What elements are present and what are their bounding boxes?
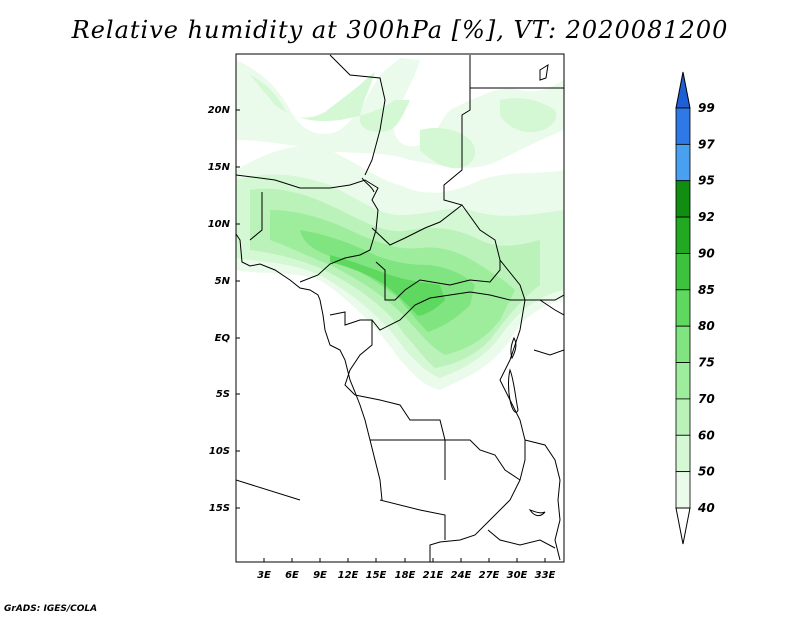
colorbar-label: 99	[698, 101, 715, 115]
colorbar-label: 95	[698, 174, 715, 188]
colorbar-box	[675, 216, 691, 254]
colorbar-label: 40	[697, 501, 715, 515]
lake-outlines	[361, 63, 549, 517]
lon-tick-label: 6E	[285, 570, 299, 581]
lat-tick-label: 5S	[216, 389, 230, 400]
lon-tick-label: 27E	[479, 570, 500, 581]
lat-tick-label: 15N	[208, 162, 231, 173]
colorbar-labels: 99 97 95 92 90 85 80 75 70 60 50 40	[697, 101, 715, 515]
colorbar-label: 75	[698, 356, 715, 370]
colorbar-label: 85	[698, 283, 715, 297]
humidity-field	[236, 58, 564, 390]
colorbar-box	[675, 107, 691, 145]
lon-tick-label: 33E	[535, 570, 556, 581]
colorbar: 99 97 95 92 90 85 80 75 70 60 50 40	[675, 71, 715, 545]
colorbar-box	[675, 289, 691, 327]
chart-title: Relative humidity at 300hPa [%], VT: 202…	[71, 16, 729, 44]
grads-credit: GrADS: IGES/COLA	[4, 604, 98, 614]
colorbar-bottom-arrow	[675, 507, 691, 545]
map-frame	[235, 53, 565, 563]
colorbar-box	[675, 362, 691, 400]
lat-tick-label: 20N	[208, 105, 231, 116]
latitude-axis: 20N 15N 10N 5N EQ 5S 10S 15S	[208, 105, 231, 514]
lon-tick-label: 9E	[313, 570, 327, 581]
colorbar-box	[675, 143, 691, 182]
lat-tick-label: EQ	[215, 333, 231, 344]
colorbar-box	[675, 434, 691, 473]
lon-tick-label: 21E	[423, 570, 444, 581]
lon-tick-label: 3E	[257, 570, 271, 581]
lon-tick-label: 24E	[451, 570, 472, 581]
colorbar-box	[675, 253, 691, 291]
colorbar-label: 92	[698, 210, 715, 224]
longitude-ticks	[263, 558, 546, 562]
colorbar-label: 97	[698, 137, 715, 151]
colorbar-label: 90	[698, 246, 715, 260]
colorbar-box	[675, 325, 691, 363]
colorbar-label: 80	[698, 319, 715, 333]
colorbar-box	[675, 398, 691, 436]
latitude-ticks	[236, 109, 240, 509]
lat-tick-label: 5N	[215, 276, 231, 287]
lon-tick-label: 18E	[395, 570, 416, 581]
longitude-axis: 3E 6E 9E 12E 15E 18E 21E 24E 27E 30E 33E	[257, 570, 555, 581]
lat-tick-label: 10N	[208, 219, 231, 230]
colorbar-box	[675, 180, 691, 218]
colorbar-boxes	[675, 71, 691, 545]
lon-tick-label: 15E	[366, 570, 387, 581]
lat-tick-label: 10S	[209, 446, 230, 457]
colorbar-box	[675, 471, 691, 509]
country-borders	[236, 54, 564, 562]
lon-tick-label: 30E	[507, 570, 528, 581]
colorbar-top-arrow	[675, 71, 691, 109]
lat-tick-label: 15S	[209, 503, 230, 514]
colorbar-label: 50	[698, 465, 715, 479]
colorbar-label: 70	[698, 392, 715, 406]
colorbar-label: 60	[698, 428, 715, 442]
lon-tick-label: 12E	[338, 570, 359, 581]
